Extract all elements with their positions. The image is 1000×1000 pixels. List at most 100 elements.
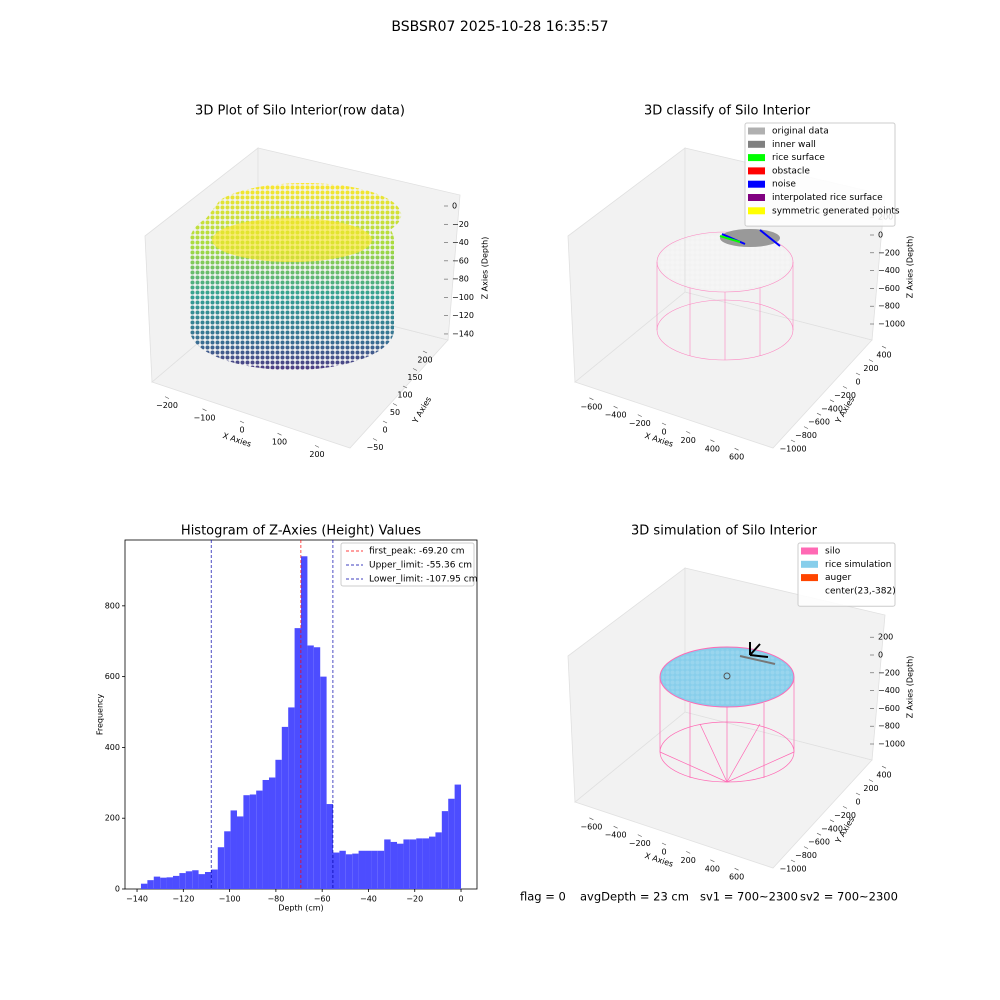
- bar: [371, 850, 378, 889]
- legend-swatch: [748, 207, 765, 215]
- bar: [358, 850, 366, 889]
- bar: [301, 556, 308, 889]
- x-tick-label: 400: [705, 444, 720, 453]
- y-tick: [829, 819, 835, 823]
- bar: [339, 850, 346, 889]
- z-tick-label: −400: [878, 266, 900, 275]
- y-tick-label: 50: [390, 408, 400, 417]
- x-tick-label: −60: [314, 895, 331, 904]
- y-tick-label: 200: [863, 364, 878, 373]
- legend-label: Lower_limit: -107.95 cm: [369, 575, 477, 585]
- legend-swatch: [748, 180, 765, 188]
- legend-swatch: [748, 140, 765, 148]
- y-tick-label: −800: [795, 431, 817, 440]
- y-tick: [881, 345, 887, 349]
- y-tick-label: 0: [855, 798, 860, 807]
- bar: [268, 777, 276, 889]
- panel-4-panes: [567, 567, 886, 869]
- y-tick-label: −400: [821, 824, 843, 833]
- legend-box: [744, 122, 896, 227]
- x-tick-label: −140: [126, 895, 148, 904]
- z-tick-label: −80: [452, 275, 469, 284]
- legend-label: center(23,-382): [825, 586, 896, 596]
- x-tick: [164, 396, 170, 399]
- z-tick-label: −60: [452, 256, 469, 265]
- bar: [345, 854, 353, 889]
- x-tick-label: −600: [580, 822, 602, 831]
- z-tick-label: −40: [452, 238, 469, 247]
- x-tick: [589, 817, 594, 821]
- bar: [441, 811, 449, 889]
- x-tick-label: −120: [172, 895, 194, 904]
- y-tick-label: −600: [808, 838, 830, 847]
- y-tick-label: 600: [105, 672, 120, 681]
- y-tick-label: 400: [876, 771, 891, 780]
- bar: [416, 838, 423, 889]
- x-tick-label: −600: [580, 402, 602, 411]
- x-tick: [661, 842, 667, 846]
- x-tick-label: −200: [629, 839, 651, 848]
- z-axis-label: Z Axies (Depth): [481, 237, 490, 300]
- x-tick-label: 600: [729, 873, 744, 882]
- z-tick-label: 0: [878, 231, 883, 240]
- z-tick-label: −800: [878, 302, 900, 311]
- x-tick-label: 0: [661, 428, 666, 437]
- bar: [313, 647, 321, 889]
- x-tick: [613, 405, 618, 409]
- legend-swatch: [748, 127, 765, 135]
- panel-title: 3D classify of Silo Interior: [644, 104, 811, 119]
- bar: [243, 795, 250, 889]
- bar: [140, 883, 148, 889]
- annotation: avgDepth = 23 cm: [580, 890, 689, 904]
- bar: [365, 850, 372, 889]
- z-tick-label: 0: [878, 651, 883, 660]
- x-tick-label: −200: [156, 401, 178, 410]
- bar: [166, 877, 173, 889]
- bar: [204, 872, 212, 889]
- x-tick: [202, 408, 207, 412]
- x-tick-label: −200: [629, 419, 651, 428]
- y-tick: [790, 859, 796, 863]
- y-tick-label: −400: [821, 404, 843, 413]
- bar: [397, 843, 404, 889]
- bar: [256, 790, 263, 889]
- y-tick-label: −600: [808, 418, 830, 427]
- x-tick-label: 200: [681, 436, 696, 445]
- y-tick-label: 400: [876, 351, 891, 360]
- x-axis-label: Depth (cm): [278, 904, 323, 913]
- bar: [147, 880, 154, 889]
- z-tick-label: −1000: [878, 320, 905, 329]
- z-tick-label: −1000: [878, 740, 905, 749]
- z-tick-label: −140: [452, 329, 474, 338]
- legend-swatch: [748, 154, 765, 162]
- bar: [192, 870, 199, 889]
- y-tick: [829, 399, 835, 403]
- legend-label: symmetric generated points: [772, 206, 900, 216]
- z-tick-label: 0: [452, 202, 457, 211]
- bar: [217, 847, 225, 889]
- bar: [326, 804, 334, 889]
- x-tick: [589, 397, 594, 401]
- y-tick-label: −1000: [779, 865, 806, 874]
- y-tick: [412, 368, 418, 371]
- bar: [409, 839, 417, 889]
- bar: [435, 832, 442, 889]
- z-tick-label: −200: [878, 668, 900, 677]
- x-tick: [710, 439, 715, 443]
- legend-label: rice surface: [772, 153, 825, 163]
- legend-swatch: [748, 167, 765, 175]
- y-tick-label: 200: [105, 814, 120, 823]
- bar: [172, 875, 180, 889]
- legend-label: interpolated rice surface: [772, 193, 883, 203]
- legend-label: original data: [772, 127, 829, 137]
- y-tick: [855, 792, 861, 796]
- legend-box: [797, 542, 896, 607]
- y-tick-label: 0: [855, 378, 860, 387]
- bar: [185, 871, 193, 889]
- y-tick: [382, 420, 388, 424]
- bar: [403, 839, 410, 889]
- annotation: sv2 = 700~2300: [800, 890, 898, 904]
- legend-box: [340, 542, 475, 587]
- bar: [429, 836, 436, 889]
